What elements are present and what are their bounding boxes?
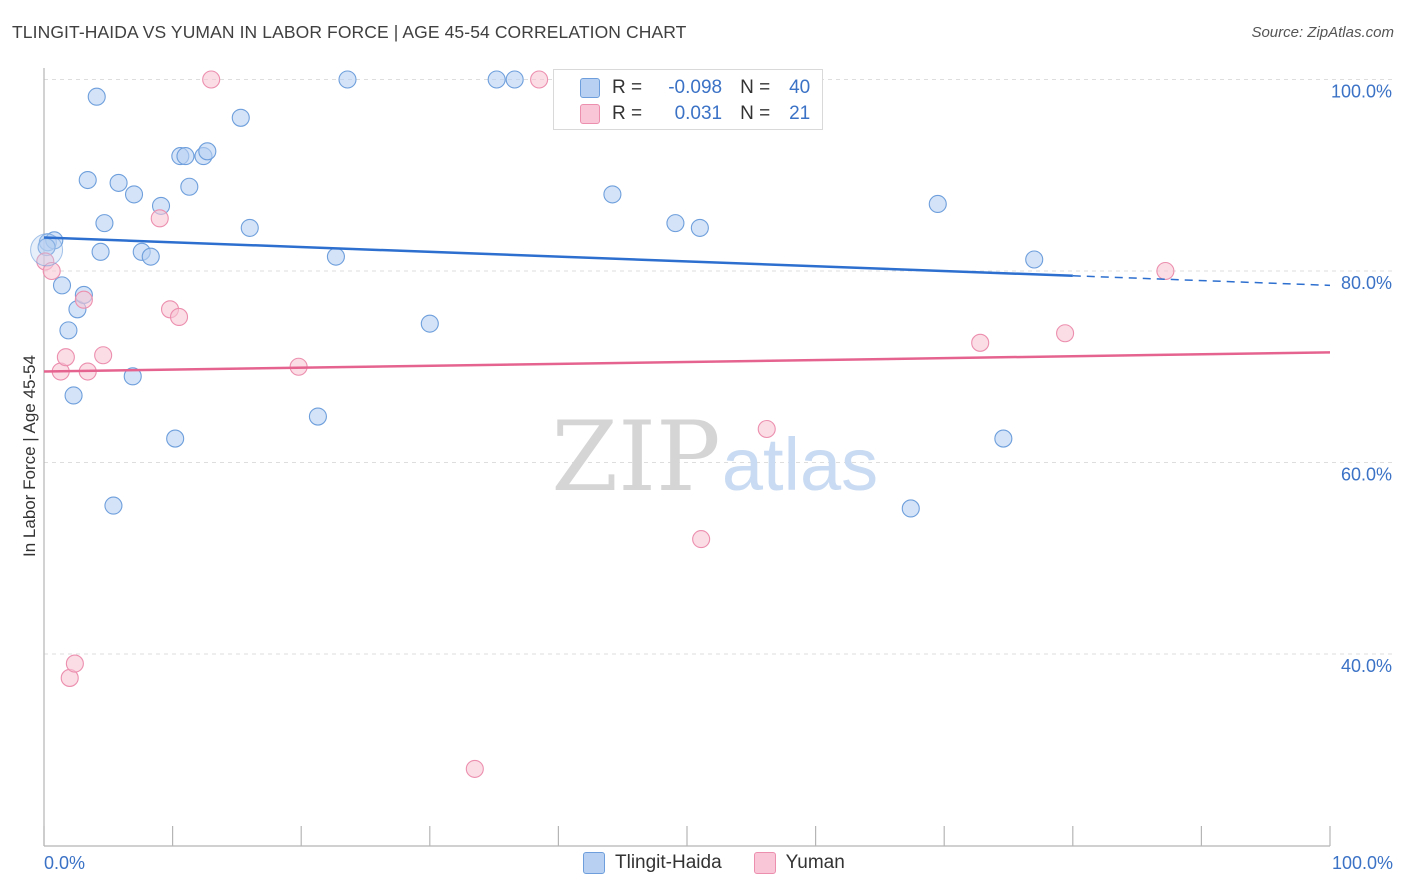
legend-n-value: 21 <box>789 103 811 124</box>
legend-n-value: 40 <box>789 77 811 98</box>
legend-swatch-yuman <box>580 104 600 124</box>
legend-swatch-tlingit <box>580 78 600 98</box>
yuman-point <box>530 70 549 89</box>
tlingit-trend-extension <box>1072 275 1331 287</box>
tlingit-point <box>78 170 97 190</box>
watermark-atlas: atlas <box>722 423 878 506</box>
tlingit-point <box>59 321 78 340</box>
tlingit-point <box>231 108 250 127</box>
grid-layer <box>44 79 1392 655</box>
y-tick-label: 60.0% <box>1341 465 1392 485</box>
tlingit-point <box>690 218 709 237</box>
tlingit-point <box>180 177 199 196</box>
legend-r-value: 0.031 <box>674 103 723 124</box>
y-tick-label: 80.0% <box>1341 273 1392 293</box>
legend-n-label: N = <box>740 103 771 124</box>
series-legend: Tlingit-Haida Yuman <box>583 852 877 874</box>
tlingit-trend-line <box>43 236 1073 278</box>
yuman-trend-line <box>43 351 1331 373</box>
tlingit-point <box>901 499 920 518</box>
yuman-point <box>1056 324 1075 343</box>
yuman-point <box>42 261 61 281</box>
watermark: ZIP atlas <box>551 401 878 513</box>
yuman-point <box>150 209 169 228</box>
tlingit-point <box>928 194 947 214</box>
tlingit-point <box>505 70 524 89</box>
tlingit-point <box>603 185 622 204</box>
tlingit-point <box>104 496 123 515</box>
yuman-point <box>692 530 711 549</box>
legend-r-label: R = <box>612 103 643 124</box>
legend-r-label: R = <box>612 77 643 98</box>
tick-label-layer: 40.0% 60.0% 80.0% 100.0% 0.0% 100.0% <box>44 82 1393 874</box>
tlingit-point-cluster <box>30 233 64 267</box>
legend-r-value: -0.098 <box>668 77 723 98</box>
tlingit-point <box>64 386 83 405</box>
y-tick-label: 100.0% <box>1331 82 1392 102</box>
tlingit-point <box>338 70 357 89</box>
y-tick-label: 40.0% <box>1341 656 1392 676</box>
tlingit-point <box>994 429 1013 448</box>
tlingit-point <box>87 87 106 106</box>
points-layer <box>30 70 1175 778</box>
axis-layer <box>43 68 1331 847</box>
watermark-zip: ZIP <box>551 401 720 513</box>
tlingit-point <box>166 429 185 448</box>
source-attribution: Source: ZipAtlas.com <box>1251 24 1394 41</box>
tlingit-point <box>198 142 217 161</box>
tlingit-point <box>176 147 195 166</box>
y-axis-label: In Labor Force | Age 45-54 <box>20 355 39 557</box>
tlingit-point <box>95 214 114 233</box>
tlingit-point <box>326 247 345 266</box>
legend-row-yuman: R = 0.031 N = 21 <box>612 103 810 125</box>
yuman-point <box>74 290 93 309</box>
tlingit-point <box>308 407 327 426</box>
yuman-point <box>971 333 990 352</box>
legend-n-label: N = <box>740 77 771 98</box>
yuman-point <box>169 307 189 327</box>
yuman-point <box>465 759 484 778</box>
yuman-point <box>757 419 776 439</box>
tlingit-point <box>240 218 259 237</box>
tlingit-point <box>487 70 506 89</box>
yuman-point <box>65 654 84 673</box>
series-legend-swatch-yuman <box>753 852 776 874</box>
tlingit-point <box>52 276 72 295</box>
series-legend-swatch-tlingit <box>583 852 605 874</box>
legend-row-tlingit: R = -0.098 N = 40 <box>612 77 810 99</box>
series-legend-label-yuman: Yuman <box>785 852 845 873</box>
yuman-point <box>94 346 113 365</box>
tlingit-point <box>141 247 160 266</box>
series-legend-item-yuman[interactable]: Yuman <box>753 852 845 874</box>
chart-title: TLINGIT-HAIDA VS YUMAN IN LABOR FORCE | … <box>12 22 687 42</box>
tlingit-point <box>123 367 142 386</box>
yuman-point <box>56 348 75 367</box>
tlingit-point <box>109 173 128 192</box>
tlingit-point <box>666 214 685 233</box>
x-tick-label-min: 0.0% <box>44 853 85 873</box>
tlingit-point <box>1025 250 1044 269</box>
correlation-legend: R = -0.098 N = 40 R = 0.031 N = 21 <box>553 69 823 130</box>
tlingit-point <box>420 314 439 333</box>
tlingit-point <box>124 185 144 204</box>
trend-layer <box>43 236 1331 373</box>
series-legend-item-tlingit[interactable]: Tlingit-Haida <box>583 852 722 874</box>
yuman-point <box>1156 261 1175 281</box>
yuman-point <box>202 70 221 89</box>
series-legend-label-tlingit: Tlingit-Haida <box>615 852 722 873</box>
x-tick-label-max: 100.0% <box>1332 853 1393 873</box>
tlingit-point <box>91 242 110 261</box>
